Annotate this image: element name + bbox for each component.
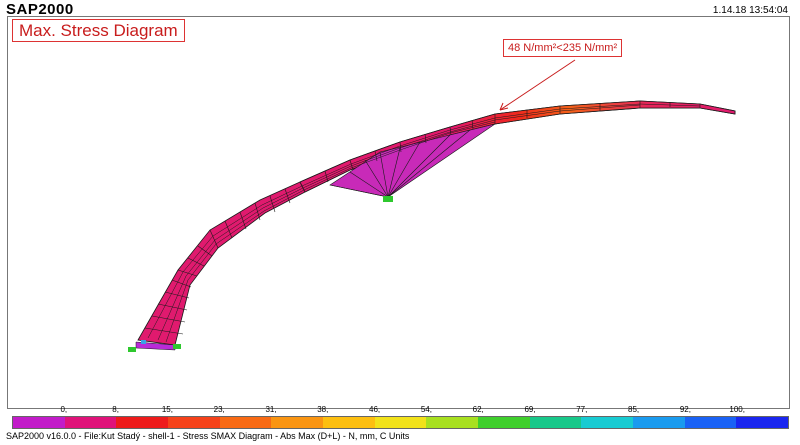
- colorbar-tick-label: 62,: [472, 405, 484, 414]
- colorbar-segment: [529, 417, 582, 428]
- model-canvas[interactable]: [7, 16, 790, 409]
- diagram-title: Max. Stress Diagram: [12, 19, 185, 42]
- colorbar-tick-label: 31,: [265, 405, 277, 414]
- colorbar-tick-label: 77,: [576, 405, 588, 414]
- strut-support: [383, 196, 393, 202]
- colorbar-segment: [64, 417, 117, 428]
- status-bar: SAP2000 v16.0.0 - File:Kut Stadý - shell…: [6, 431, 410, 441]
- colorbar-tick-label: 100,: [729, 405, 745, 414]
- colorbar-segment: [219, 417, 272, 428]
- annotation-arrow: [499, 59, 576, 111]
- stress-annotation: 48 N/mm²<235 N/mm²: [503, 39, 623, 57]
- colorbar-tick-label: 85,: [628, 405, 640, 414]
- colorbar-segment: [116, 417, 169, 428]
- colorbar-segment: [13, 417, 65, 428]
- colorbar-segment: [323, 417, 375, 428]
- base-support: [128, 340, 181, 352]
- colorbar-tick-label: 23,: [213, 405, 225, 414]
- colorbar-segment: [426, 417, 479, 428]
- stress-colorbar: [12, 416, 789, 429]
- colorbar-segment: [374, 417, 427, 428]
- colorbar-tick-label: 15,: [161, 405, 173, 414]
- shell-mesh-longitudinal: [147, 103, 701, 343]
- timestamp: 1.14.18 13:54:04: [712, 5, 788, 16]
- colorbar-segment: [581, 417, 634, 428]
- colorbar-segment: [478, 417, 530, 428]
- colorbar-segment: [736, 417, 789, 428]
- colorbar-tick-label: 38,: [317, 405, 329, 414]
- app-title: SAP2000: [6, 1, 74, 18]
- colorbar-tick-label: 69,: [524, 405, 536, 414]
- colorbar-tick-label: 46,: [369, 405, 381, 414]
- colorbar-segment: [633, 417, 685, 428]
- colorbar-segment: [684, 417, 737, 428]
- colorbar-tick-label: 0,: [60, 405, 68, 414]
- colorbar-segment: [168, 417, 220, 428]
- colorbar-tick-label: 8,: [112, 405, 119, 414]
- support-strut-fan: [329, 129, 471, 198]
- colorbar-tick-label: 54,: [420, 405, 432, 414]
- colorbar-segment: [271, 417, 324, 428]
- colorbar-tick-label: 92,: [679, 405, 691, 414]
- shell-mesh: [144, 101, 701, 335]
